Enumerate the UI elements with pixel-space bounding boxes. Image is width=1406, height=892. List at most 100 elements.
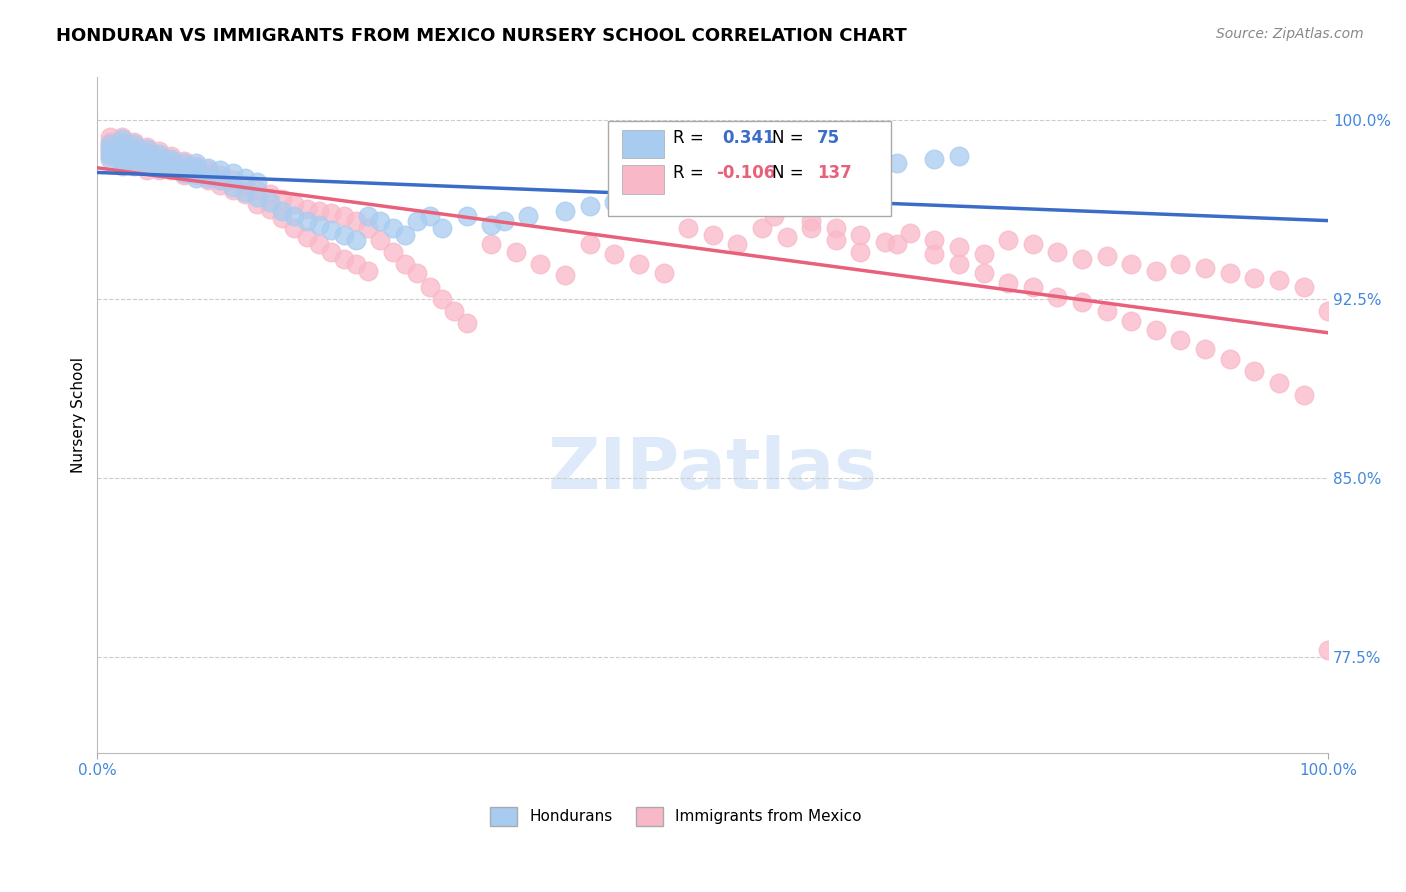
Point (973, 247, 995, 261)
Point (676, 185, 699, 199)
Point (406, 213, 429, 227)
Text: N =: N = (772, 129, 808, 147)
Point (111, 152, 134, 166)
Point (173, 163, 195, 178)
Point (1219, 266, 1241, 280)
Point (394, 256, 416, 270)
Point (725, 237, 748, 252)
Point (787, 166, 810, 180)
Point (1219, 351, 1241, 366)
Point (1243, 271, 1265, 285)
Point (332, 227, 354, 242)
Point (184, 163, 207, 178)
Point (259, 187, 281, 202)
Point (295, 202, 318, 216)
Point (973, 266, 995, 280)
Point (1292, 388, 1315, 402)
Point (479, 219, 502, 233)
Point (529, 256, 551, 270)
Point (209, 173, 232, 187)
Point (233, 170, 256, 185)
Point (1046, 244, 1069, 259)
Text: -0.106: -0.106 (717, 164, 776, 182)
Point (1268, 273, 1291, 287)
Point (997, 233, 1019, 247)
Point (197, 163, 219, 178)
Point (578, 199, 600, 213)
Point (1071, 252, 1094, 266)
Point (283, 220, 305, 235)
Point (160, 149, 183, 163)
Point (148, 153, 170, 168)
Point (148, 163, 170, 178)
Point (233, 185, 256, 199)
Point (98, 146, 121, 161)
Point (246, 190, 269, 204)
Point (173, 159, 195, 173)
Point (886, 156, 908, 170)
Point (308, 204, 330, 219)
Point (517, 209, 540, 223)
Point (160, 156, 183, 170)
Point (197, 170, 219, 185)
Point (751, 220, 773, 235)
Point (283, 209, 305, 223)
Point (370, 213, 392, 227)
Point (862, 161, 884, 175)
Point (184, 161, 207, 175)
Point (640, 190, 662, 204)
Point (505, 244, 527, 259)
Point (849, 227, 872, 242)
Point (1071, 294, 1094, 309)
Point (627, 256, 650, 270)
Point (124, 135, 146, 149)
Point (135, 139, 157, 153)
Point (554, 204, 576, 219)
Point (271, 211, 294, 226)
Point (456, 316, 478, 330)
Point (184, 156, 207, 170)
Point (603, 194, 626, 209)
Point (702, 180, 724, 194)
Point (173, 166, 195, 180)
Point (222, 173, 245, 187)
Point (332, 252, 354, 266)
Point (98, 149, 121, 163)
Point (800, 220, 823, 235)
Point (184, 168, 207, 182)
Text: 75: 75 (817, 129, 841, 147)
Point (98, 139, 121, 153)
Point (209, 178, 232, 192)
Point (898, 226, 921, 240)
Point (1170, 333, 1192, 347)
Point (1144, 323, 1167, 337)
Point (725, 176, 748, 190)
Point (135, 152, 157, 166)
Point (873, 235, 896, 249)
Point (197, 173, 219, 187)
Point (1046, 290, 1069, 304)
Point (111, 130, 134, 145)
Point (111, 139, 134, 153)
Point (173, 153, 195, 168)
Point (1121, 314, 1143, 328)
Point (246, 183, 269, 197)
Point (676, 220, 699, 235)
Point (271, 192, 294, 206)
Point (124, 145, 146, 159)
Point (357, 220, 380, 235)
Point (135, 149, 157, 163)
Point (111, 156, 134, 170)
Point (135, 142, 157, 156)
Point (603, 247, 626, 261)
Point (135, 159, 157, 173)
Point (184, 159, 207, 173)
Point (849, 244, 872, 259)
Point (148, 152, 170, 166)
Point (124, 153, 146, 168)
Point (419, 209, 441, 223)
Point (148, 159, 170, 173)
Point (135, 163, 157, 178)
Point (124, 159, 146, 173)
Point (357, 263, 380, 277)
